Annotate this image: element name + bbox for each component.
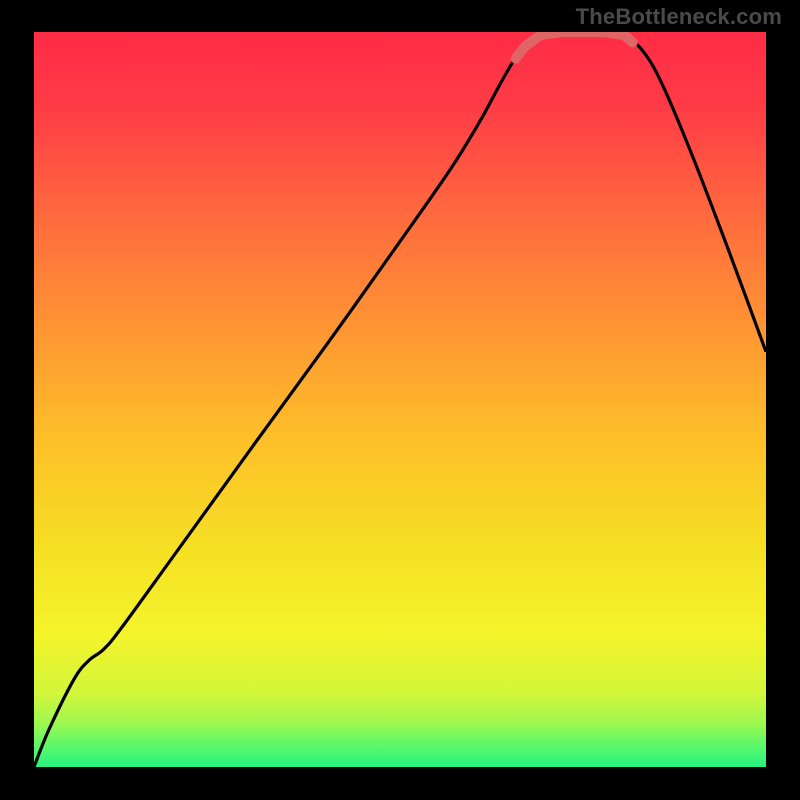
highlight-layer — [34, 32, 766, 767]
highlight-endcap-right — [629, 38, 637, 46]
highlight-endcap-left — [512, 55, 520, 63]
highlight-path — [516, 32, 633, 59]
chart-plot-area — [34, 32, 766, 767]
watermark-text: TheBottleneck.com — [576, 4, 782, 30]
